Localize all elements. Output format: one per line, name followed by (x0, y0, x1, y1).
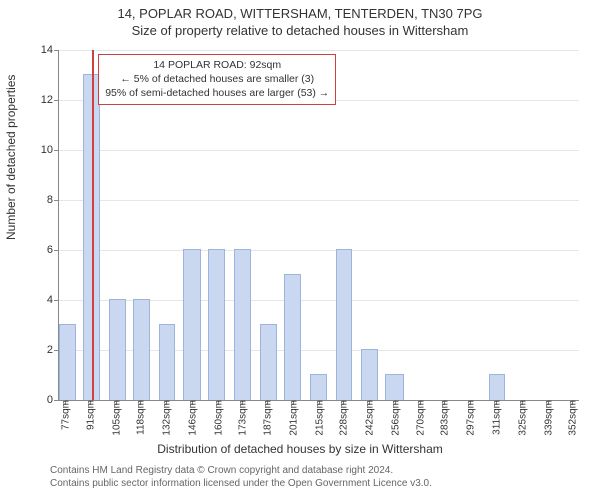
histogram-bar (310, 374, 327, 400)
y-tick-label: 0 (47, 394, 59, 406)
x-tick-label: 339sqm (541, 400, 554, 436)
chart-plot-area: 0246810121477sqm91sqm105sqm118sqm132sqm1… (58, 50, 579, 401)
callout-line-1: 14 POPLAR ROAD: 92sqm (105, 58, 329, 72)
x-tick-label: 311sqm (490, 400, 503, 435)
histogram-bar (59, 324, 76, 400)
y-tick-label: 2 (47, 344, 59, 356)
x-tick-label: 173sqm (235, 400, 248, 436)
histogram-bar (208, 249, 225, 400)
callout-line-3: 95% of semi-detached houses are larger (… (105, 86, 329, 100)
x-tick-label: 91sqm (84, 400, 97, 430)
callout-line-2: ← 5% of detached houses are smaller (3) (105, 72, 329, 86)
x-tick-label: 256sqm (388, 400, 401, 436)
histogram-bar (489, 374, 506, 400)
x-tick-label: 146sqm (185, 400, 198, 436)
x-tick-label: 228sqm (336, 400, 349, 436)
x-tick-label: 187sqm (261, 400, 274, 436)
histogram-bar (133, 299, 150, 400)
y-axis-label: Number of detached properties (4, 75, 18, 240)
x-tick-label: 132sqm (159, 400, 172, 436)
x-tick-label: 215sqm (313, 400, 326, 436)
histogram-bar (159, 324, 176, 400)
x-tick-label: 118sqm (134, 400, 147, 435)
chart-title: 14, POPLAR ROAD, WITTERSHAM, TENTERDEN, … (0, 0, 600, 21)
histogram-bar (260, 324, 277, 400)
x-tick-label: 105sqm (110, 400, 123, 436)
histogram-bar (385, 374, 404, 400)
y-tick-label: 10 (41, 144, 59, 156)
histogram-bar (336, 249, 353, 400)
histogram-bar (234, 249, 251, 400)
x-tick-label: 77sqm (58, 400, 71, 430)
y-gridline (59, 200, 579, 201)
x-tick-label: 352sqm (565, 400, 578, 436)
y-tick-label: 14 (41, 44, 59, 56)
attribution-block: Contains HM Land Registry data © Crown c… (0, 464, 600, 490)
y-gridline (59, 250, 579, 251)
x-tick-label: 325sqm (515, 400, 528, 436)
histogram-bar (109, 299, 126, 400)
histogram-bar (183, 249, 202, 400)
property-marker-line (92, 50, 94, 400)
x-tick-label: 270sqm (414, 400, 427, 436)
y-tick-label: 12 (41, 94, 59, 106)
x-axis-label: Distribution of detached houses by size … (0, 442, 600, 456)
x-tick-label: 242sqm (362, 400, 375, 436)
y-gridline (59, 50, 579, 51)
y-tick-label: 6 (47, 244, 59, 256)
histogram-bar (284, 274, 301, 400)
x-tick-label: 283sqm (438, 400, 451, 436)
marker-callout: 14 POPLAR ROAD: 92sqm ← 5% of detached h… (98, 54, 336, 105)
x-tick-label: 201sqm (287, 400, 300, 436)
y-tick-label: 8 (47, 194, 59, 206)
x-tick-label: 160sqm (211, 400, 224, 436)
y-tick-label: 4 (47, 294, 59, 306)
chart-subtitle: Size of property relative to detached ho… (0, 21, 600, 38)
attribution-line-1: Contains HM Land Registry data © Crown c… (50, 464, 600, 477)
x-tick-label: 297sqm (464, 400, 477, 436)
histogram-bar (361, 349, 378, 400)
y-gridline (59, 150, 579, 151)
attribution-line-2: Contains public sector information licen… (50, 477, 600, 490)
